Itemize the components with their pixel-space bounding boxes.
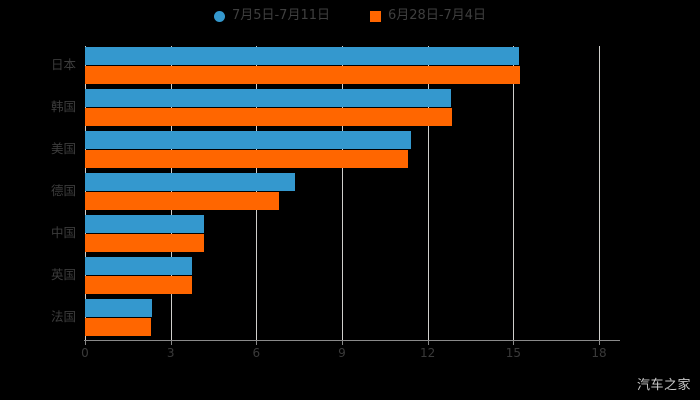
legend-swatch-icon (213, 10, 225, 22)
x-axis-tick-label: 18 (591, 346, 607, 360)
x-axis-tick (256, 340, 258, 345)
bar[interactable] (85, 317, 151, 336)
y-axis-label: 德国 (50, 183, 76, 198)
x-axis-tick (170, 340, 172, 345)
y-axis-label: 韩国 (50, 99, 76, 114)
x-axis-tick (513, 340, 515, 345)
legend-entry-series-1[interactable]: 7月5日-7月11日 (213, 8, 330, 23)
plot-area: 0 3 6 9 12 15 18 (81, 46, 620, 360)
legend-label: 6月28日-7月4日 (388, 8, 487, 23)
x-axis-tick (342, 340, 343, 345)
bar[interactable] (85, 275, 193, 294)
x-axis-tick (427, 340, 429, 345)
gridline (513, 46, 515, 340)
x-axis-tick-label: 12 (420, 346, 436, 360)
y-axis-label: 美国 (50, 141, 76, 156)
bar[interactable] (85, 65, 521, 84)
bar[interactable] (85, 172, 295, 191)
bar[interactable] (85, 88, 451, 107)
legend-label: 7月5日-7月11日 (231, 8, 330, 23)
y-axis-label: 英国 (50, 267, 76, 282)
x-axis-tick-label: 6 (252, 346, 261, 360)
y-axis-label: 中国 (50, 225, 76, 240)
x-axis-tick-label: 3 (166, 346, 175, 360)
y-axis-labels: 日本韩国美国德国中国英国法国 (0, 46, 76, 340)
x-axis-tick-label: 9 (338, 346, 346, 360)
legend-swatch-icon (370, 10, 381, 22)
x-axis-tick-label: 15 (505, 346, 521, 360)
x-axis-tick-label: 0 (81, 346, 89, 360)
bar[interactable] (85, 256, 193, 275)
gridline (599, 46, 600, 340)
bar[interactable] (85, 191, 280, 210)
y-axis-label: 法国 (50, 309, 76, 324)
bar[interactable] (85, 149, 408, 168)
bar[interactable] (85, 298, 153, 317)
bar[interactable] (85, 107, 452, 126)
x-axis-tick (599, 340, 600, 345)
watermark: 汽车之家 (636, 378, 691, 393)
gridline (427, 46, 429, 340)
x-axis-tick (85, 340, 86, 345)
bar[interactable] (85, 46, 520, 65)
gridline (342, 46, 343, 340)
legend-entry-series-2[interactable]: 6月28日-7月4日 (370, 9, 486, 23)
bar[interactable] (85, 233, 204, 252)
x-axis-line (84, 340, 620, 341)
bar[interactable] (85, 130, 411, 149)
y-axis-label: 日本 (50, 57, 76, 72)
bar[interactable] (85, 214, 204, 233)
chart-legend: 7月5日-7月11日 6月28日-7月4日 (0, 9, 700, 23)
